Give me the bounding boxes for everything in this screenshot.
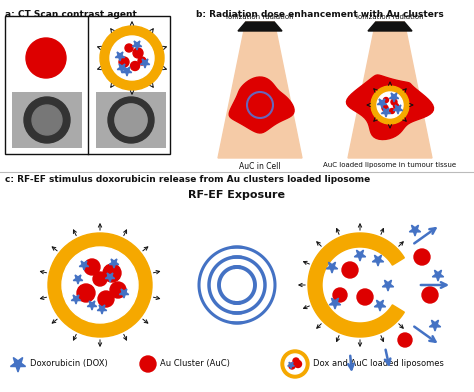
Polygon shape [348,22,432,158]
Polygon shape [105,273,115,282]
Circle shape [377,92,403,118]
Circle shape [110,36,154,80]
FancyBboxPatch shape [5,16,170,154]
Circle shape [371,86,409,124]
Polygon shape [115,52,125,61]
Text: Au Cluster (AuC): Au Cluster (AuC) [160,359,230,368]
Polygon shape [229,77,294,133]
Circle shape [357,289,373,305]
Polygon shape [329,298,341,309]
Circle shape [293,358,299,364]
Polygon shape [429,320,441,331]
Circle shape [382,105,388,111]
Polygon shape [218,22,302,158]
Polygon shape [87,301,97,310]
Circle shape [133,48,143,58]
Text: RF-EF Exposure: RF-EF Exposure [189,190,285,200]
Circle shape [289,363,295,369]
Polygon shape [409,225,421,236]
Circle shape [281,350,309,378]
Circle shape [48,233,152,337]
FancyBboxPatch shape [12,92,82,148]
Text: Dox and AuC loaded liposomes: Dox and AuC loaded liposomes [313,359,444,368]
Circle shape [125,44,133,52]
Circle shape [103,264,121,282]
Circle shape [110,282,126,298]
Text: Doxorubicin (DOX): Doxorubicin (DOX) [30,359,108,368]
Polygon shape [432,270,444,281]
FancyBboxPatch shape [96,92,166,148]
Polygon shape [354,250,366,261]
Circle shape [383,98,389,102]
Circle shape [108,97,154,143]
Polygon shape [383,280,394,291]
Text: Ionization radiation: Ionization radiation [226,14,294,20]
Circle shape [422,287,438,303]
Circle shape [115,104,147,136]
Polygon shape [368,22,412,31]
Circle shape [390,109,394,114]
Circle shape [32,105,62,135]
Circle shape [100,26,164,90]
Polygon shape [117,64,127,73]
Circle shape [333,288,347,302]
Text: Ionization radiation: Ionization radiation [356,14,424,20]
Circle shape [294,361,301,368]
Polygon shape [119,289,129,298]
Circle shape [93,272,107,286]
Circle shape [285,354,305,374]
Polygon shape [73,275,83,284]
Circle shape [414,249,430,265]
Polygon shape [10,358,26,372]
Polygon shape [393,105,403,114]
Text: b: Radiation dose enhancement with Au clusters: b: Radiation dose enhancement with Au cl… [196,10,444,19]
Text: AuC in Cell: AuC in Cell [239,162,281,171]
Circle shape [26,38,66,78]
Polygon shape [140,59,150,68]
Polygon shape [326,262,337,273]
Polygon shape [346,75,434,140]
Polygon shape [238,22,282,31]
Circle shape [77,284,95,302]
Circle shape [130,62,139,71]
Polygon shape [308,233,404,337]
Polygon shape [132,41,142,50]
Polygon shape [389,93,399,102]
Polygon shape [288,362,294,368]
Circle shape [115,104,147,136]
Circle shape [62,247,138,323]
Polygon shape [97,305,107,314]
Circle shape [119,57,129,67]
Polygon shape [71,295,81,304]
Polygon shape [79,261,89,270]
Polygon shape [377,99,387,108]
Polygon shape [109,259,119,268]
Circle shape [98,291,114,307]
Circle shape [391,99,397,105]
Circle shape [138,57,146,65]
Text: AuC loaded liposome in tumour tissue: AuC loaded liposome in tumour tissue [323,162,456,168]
Polygon shape [374,300,386,311]
Circle shape [140,356,156,372]
Polygon shape [381,108,391,117]
Text: a: CT Scan contrast agent: a: CT Scan contrast agent [5,10,137,19]
Circle shape [84,259,100,275]
Circle shape [24,97,70,143]
Polygon shape [122,67,132,76]
Text: c: RF-EF stimulus doxorubicin release from Au clusters loaded liposome: c: RF-EF stimulus doxorubicin release fr… [5,175,370,184]
Circle shape [342,262,358,278]
Polygon shape [372,255,384,266]
Circle shape [398,333,412,347]
Circle shape [393,103,399,109]
